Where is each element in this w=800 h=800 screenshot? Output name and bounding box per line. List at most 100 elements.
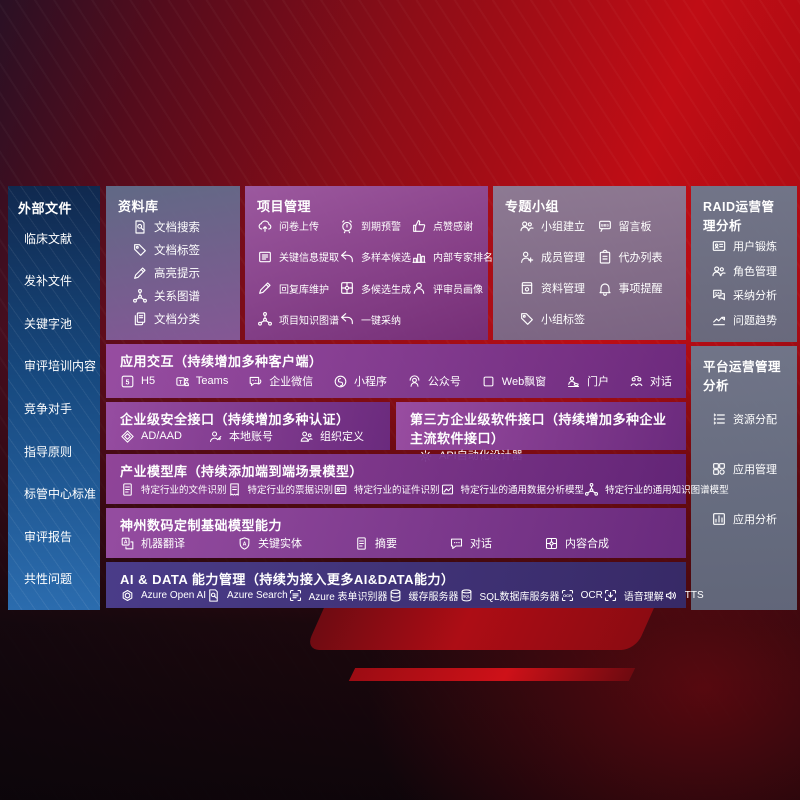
security-interface-items: AD/AAD 本地账号 组织定义 — [120, 428, 376, 444]
feature-item: 多样本候选 — [339, 249, 411, 265]
feature-item: A 关键实体 — [237, 535, 302, 551]
tts-icon — [664, 588, 679, 603]
external-files-title: 外部文件 — [18, 201, 73, 216]
feature-item-label: Teams — [195, 375, 229, 387]
feature-item-label: 回复库维护 — [279, 284, 329, 296]
feature-item: 回复库维护 — [257, 280, 339, 296]
feature-item: Azure Search — [206, 588, 288, 603]
special-group-items: 小组建立 BBS 留言板 成员管理 代办列表 资料管理 事项提醒 小组标签 — [505, 215, 674, 330]
feature-item-label: 多候选生成 — [361, 284, 411, 296]
sidebar-item: 竞争对手 — [24, 400, 92, 417]
people-icon — [711, 263, 727, 279]
network-icon — [257, 311, 273, 327]
cloud-upload-icon — [257, 218, 273, 234]
sidebar-item: 共性问题 — [24, 570, 92, 587]
feature-item: 特定行业的通用数据分析模型 — [440, 482, 584, 497]
bell-icon — [597, 280, 613, 296]
sql-db-icon: SQL — [459, 588, 474, 603]
feature-item-label: AD/AAD — [141, 430, 182, 442]
sidebar-item: 临床文献 — [24, 230, 92, 247]
feature-item: 事项提醒 — [597, 280, 675, 296]
feature-item-label: 本地账号 — [228, 431, 273, 443]
feature-item-label: 事项提醒 — [618, 283, 663, 296]
feature-item: 内容合成 — [544, 535, 609, 551]
feature-item: Azure Open AI — [120, 588, 206, 603]
rank-icon — [411, 249, 427, 265]
feature-item-label: TTS — [684, 590, 704, 601]
bbs-icon: BBS — [597, 218, 613, 234]
feature-item: 特定行业的文件识别 — [120, 482, 227, 497]
form-recognizer-icon — [288, 588, 303, 603]
pen-icon — [257, 280, 273, 296]
sidebar-item-label: 竞争对手 — [24, 401, 73, 416]
feature-item-label: 高亮提示 — [154, 267, 200, 280]
translate-icon: A — [120, 536, 135, 551]
feature-item: AD/AAD — [120, 429, 182, 444]
grid-icon — [711, 461, 727, 477]
sidebar-item-label: 指导原则 — [24, 444, 73, 459]
puzzle-icon — [339, 280, 355, 296]
industry-models-band: 产业模型库（持续添加端到端场景模型） 特定行业的文件识别 特定行业的票据识别 特定行… — [106, 454, 729, 504]
feature-item-label: 对话 — [470, 538, 492, 550]
ocr-icon: OCR — [560, 588, 575, 603]
feature-item-label: 角色管理 — [733, 265, 777, 278]
feature-item-label: 特定行业的文件识别 — [141, 485, 227, 496]
feature-item: 问题趋势 — [711, 312, 785, 328]
ai-data-items: Azure Open AI Azure Search Azure 表单识别器 缓存服务… — [120, 588, 704, 603]
feature-item-label: 内容合成 — [565, 538, 609, 550]
feature-item-label: 内部专家排名 — [433, 253, 493, 265]
feature-item-label: Web飘窗 — [501, 376, 547, 388]
feature-item-label: 文档标签 — [154, 244, 200, 257]
app-interaction-band: 应用交互（持续增加多种客户端） 5 H5 T Teams 企业微信 小程序 公众号 Web飘窗… — [106, 344, 686, 398]
sidebar-item-label: 临床文献 — [24, 231, 73, 246]
feature-item: 到期预警 — [339, 218, 411, 234]
feature-item: 特定行业的证件识别 — [333, 482, 440, 497]
miniprogram-icon — [333, 374, 348, 389]
chat-dots-icon — [449, 536, 464, 551]
thirdparty-interface-title: 第三方企业级软件接口（持续增加多种企业主流软件接口） — [410, 412, 667, 446]
h5-icon: 5 — [120, 374, 135, 389]
feature-item: Web飘窗 — [481, 373, 546, 389]
network-icon — [132, 288, 148, 304]
feature-item: 应用管理 — [711, 461, 785, 477]
feature-item: 小组建立 — [519, 218, 597, 234]
feature-item-label: 小程序 — [354, 376, 388, 388]
project-management-items: 问卷上传 到期预警 点赞感谢 关键信息提取 多样本候选 内部专家排名 回复库维护 多候选生成 评… — [257, 215, 493, 330]
puzzle-icon — [544, 536, 559, 551]
sidebar-item-label: 审评培训内容 — [24, 359, 97, 374]
feature-item-label: 文档搜索 — [154, 221, 200, 234]
portal-icon — [566, 374, 581, 389]
feature-item: TTS — [664, 588, 704, 603]
feature-item: 多候选生成 — [339, 280, 411, 296]
sidebar-item: 发补文件 — [24, 272, 92, 289]
library-panel: 资料库 文档搜索 文档标签 高亮提示 关系图谱 文档分类 — [106, 186, 240, 340]
chart-box-icon — [711, 511, 727, 527]
feature-item: 小程序 — [333, 373, 387, 389]
feature-item: 语音理解 — [603, 588, 664, 603]
raid-analysis-panel: RAID运营管理分析 用户锻炼 角色管理 QA 采纳分析 问题趋势 — [691, 186, 797, 342]
feature-item: 点赞感谢 — [411, 218, 493, 234]
security-interface-band: 企业级安全接口（持续增加多种认证） AD/AAD 本地账号 组织定义 — [106, 402, 390, 450]
svg-text:QA: QA — [715, 292, 721, 296]
svg-text:5: 5 — [126, 379, 130, 386]
feature-item-label: 机器翻译 — [141, 538, 185, 550]
feature-item-label: 应用分析 — [733, 514, 777, 526]
feature-item-label: Azure Search — [227, 590, 288, 601]
sidebar-item-label: 发补文件 — [24, 274, 73, 289]
tag-icon — [132, 242, 148, 258]
feature-item-label: 公众号 — [427, 376, 461, 388]
tag-icon — [519, 311, 535, 327]
feature-item-label: 资源分配 — [733, 414, 777, 426]
svg-text:A: A — [124, 539, 128, 545]
feature-item: 评审员画像 — [411, 280, 493, 296]
feature-item-label: 采纳分析 — [733, 290, 777, 303]
feature-item-label: Azure 表单识别器 — [308, 592, 388, 603]
local-account-icon — [208, 429, 223, 444]
doc-icon — [120, 482, 135, 497]
industry-models-items: 特定行业的文件识别 特定行业的票据识别 特定行业的证件识别 特定行业的通用数据分析模型… — [120, 480, 729, 498]
speech-icon — [603, 588, 618, 603]
feature-item-label: 关键信息提取 — [279, 253, 339, 265]
feature-item: 对话 — [629, 373, 672, 389]
wechat-work-icon — [248, 374, 263, 389]
svg-text:SQL: SQL — [463, 595, 470, 599]
